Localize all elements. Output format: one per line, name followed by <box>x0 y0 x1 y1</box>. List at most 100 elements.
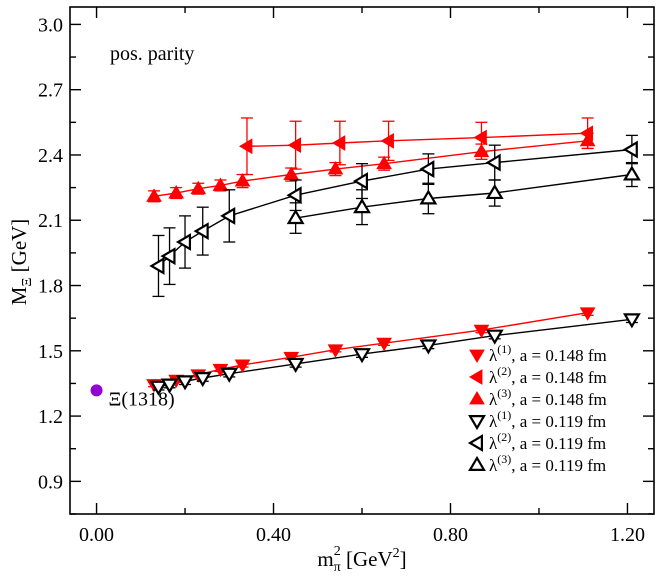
data-point <box>220 367 239 383</box>
data-point <box>327 161 344 177</box>
data-marker <box>146 188 162 202</box>
data-point <box>149 234 165 298</box>
series-lines <box>153 132 632 388</box>
axis-ticks: 0.00 0.40 0.80 1.20 0.9 1.2 1.5 1.8 2.1 2.4 2.7 3.0 <box>38 7 654 546</box>
data-marker <box>212 177 229 191</box>
data-point <box>146 188 162 203</box>
data-point <box>234 173 251 189</box>
data-marker <box>352 172 368 191</box>
data-point <box>168 185 185 200</box>
legend-marker <box>468 415 486 431</box>
data-marker <box>175 233 192 251</box>
series-line <box>246 132 588 147</box>
data-point <box>622 161 641 188</box>
data-point <box>238 117 253 176</box>
data-point <box>327 344 344 358</box>
y-tick-label: 2.4 <box>38 145 63 167</box>
data-point <box>193 372 212 388</box>
legend-entry: λ(3), a = 0.148 fm <box>469 386 607 409</box>
chart-annotation: pos. parity <box>110 43 194 65</box>
data-marker <box>485 153 501 172</box>
y-tick-label: 2.1 <box>38 210 63 232</box>
legend-marker <box>469 391 485 405</box>
data-point <box>212 177 229 192</box>
legend-entry: λ(1), a = 0.148 fm <box>469 342 607 365</box>
data-marker <box>376 155 392 170</box>
data-point <box>149 380 168 396</box>
data-marker <box>286 208 305 225</box>
legend-marker <box>469 369 483 385</box>
data-point <box>286 357 305 374</box>
y-tick-label: 3.0 <box>38 14 63 36</box>
series-line <box>153 140 588 197</box>
data-point <box>190 180 207 195</box>
data-marks: Ξ(1318) <box>90 117 641 410</box>
data-point <box>160 378 179 394</box>
x-tick-label: 0.00 <box>79 524 114 546</box>
legend-marker <box>469 349 485 363</box>
data-marker <box>149 380 168 396</box>
legend-label: λ(3), a = 0.148 fm <box>489 386 607 409</box>
x-tick-label: 0.80 <box>433 524 468 546</box>
data-point <box>176 375 194 391</box>
legend-label: λ(3), a = 0.119 fm <box>489 452 606 475</box>
data-marker <box>473 324 490 339</box>
data-point <box>287 120 302 170</box>
series-line <box>158 148 632 267</box>
y-tick-label: 1.5 <box>38 341 63 363</box>
legend-marker <box>468 455 486 471</box>
y-tick-label: 0.9 <box>38 471 63 493</box>
data-marker <box>419 189 438 205</box>
data-marker <box>485 329 504 345</box>
legend-entry: λ(2), a = 0.148 fm <box>469 364 607 387</box>
data-marker <box>286 357 305 374</box>
y-axis-title: MΞ [GeV] <box>7 219 35 306</box>
data-point <box>622 313 641 329</box>
data-marker <box>168 185 185 199</box>
data-marker <box>286 186 302 205</box>
data-point <box>331 120 346 166</box>
data-point <box>419 182 438 215</box>
legend-label: λ(2), a = 0.119 fm <box>489 430 606 453</box>
y-tick-label: 2.7 <box>38 80 63 102</box>
legend-entry: λ(3), a = 0.119 fm <box>468 452 606 475</box>
data-marker <box>380 132 394 149</box>
x-tick-label: 0.40 <box>256 524 291 546</box>
legend-label: λ(1), a = 0.148 fm <box>489 342 607 365</box>
data-marker <box>190 180 207 195</box>
data-point <box>160 227 176 286</box>
data-marker <box>160 378 179 394</box>
data-marker <box>193 372 212 388</box>
data-point <box>376 155 392 171</box>
data-point <box>579 132 596 150</box>
data-point <box>353 189 371 226</box>
x-tick-label: 1.20 <box>610 524 645 546</box>
legend-entry: λ(2), a = 0.119 fm <box>467 430 606 453</box>
data-marker <box>176 375 194 391</box>
data-marker <box>327 344 344 358</box>
y-tick-label: 1.2 <box>38 406 63 428</box>
data-marker <box>353 348 371 364</box>
data-marker <box>234 359 251 373</box>
legend-entry: λ(1), a = 0.119 fm <box>468 408 606 431</box>
data-marker <box>622 313 641 329</box>
data-point <box>193 206 209 256</box>
legend-marker <box>467 434 483 452</box>
data-marker <box>622 140 638 159</box>
data-point <box>485 329 504 345</box>
data-marker <box>622 165 641 181</box>
data-marker <box>353 198 371 214</box>
data-marker <box>193 222 209 241</box>
data-marker <box>238 138 253 155</box>
data-marker <box>160 247 176 266</box>
data-marker <box>327 161 344 175</box>
data-marker <box>220 206 236 225</box>
data-point <box>175 215 192 269</box>
legend-label: λ(1), a = 0.119 fm <box>489 408 606 431</box>
physical-point-marker <box>90 384 103 397</box>
data-point <box>286 202 305 234</box>
data-point <box>376 337 392 352</box>
data-point <box>473 324 490 339</box>
data-marker <box>419 160 435 179</box>
